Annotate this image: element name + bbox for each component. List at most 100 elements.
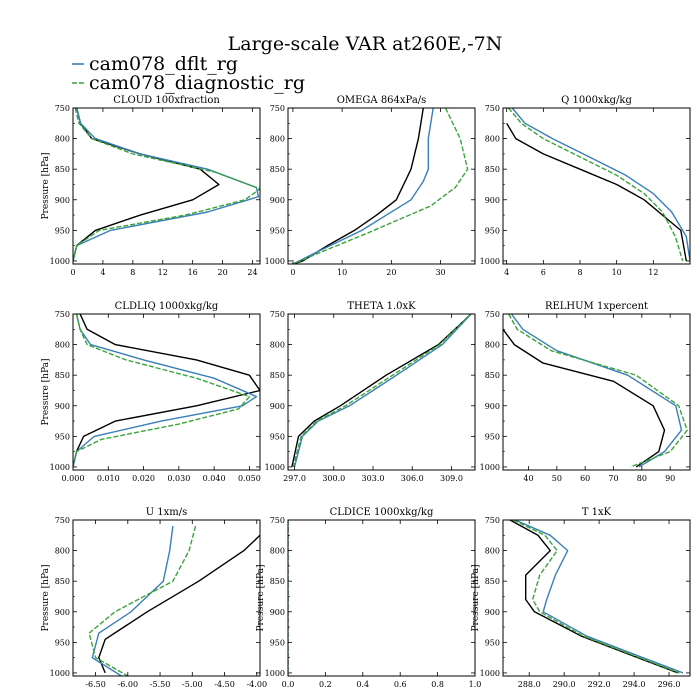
panel-4-xtick-label: 0.030: [167, 474, 190, 483]
panel-7: U 1xm/s 750 800 850 900 950 1000 -6.50 -6.00 -5.5…: [41, 507, 267, 689]
panel-9-series-diag: [513, 520, 680, 674]
panel-1-xtick-label: 8: [130, 268, 135, 277]
panel-8-xtick-label: 0.6: [394, 680, 407, 689]
panel-6-xtick-label: 50: [552, 474, 562, 483]
panel-6-ytick-label: 750: [485, 310, 500, 319]
panel-2-ytick-label: 900: [270, 196, 285, 205]
panel-3-series-obs: [506, 122, 687, 262]
panel-1-title: CLOUD 100xfraction: [113, 95, 220, 106]
panel-6-ytick-label: 900: [485, 402, 500, 411]
panel-6-frame: [502, 313, 691, 471]
panel-7-ytick-label: 850: [55, 577, 70, 586]
panel-5: THETA 1.0xK 750 800 850 900 950 1000 297.0 300.0…: [265, 301, 476, 483]
panel-3-ytick-label: 950: [485, 226, 500, 235]
panel-2-ytick-label: 750: [270, 104, 285, 113]
panel-6-ytick-label: 1000: [480, 463, 500, 472]
panel-6-ytick-label: 950: [485, 432, 500, 441]
legend-label-2: cam078_diagnostic_rg: [89, 72, 305, 94]
panel-8-ytick-label: 800: [270, 547, 285, 556]
panel-5-ytick-label: 800: [270, 341, 285, 350]
panel-6-series-dflt: [510, 314, 683, 468]
panel-9-ytick-label: 850: [485, 577, 500, 586]
panel-1-xtick-label: 24: [247, 268, 257, 277]
panel-8-xtick-label: 0.4: [356, 680, 369, 689]
panel-6-xtick-label: 90: [665, 474, 675, 483]
panel-8-ylabel: Pressure [hPa]: [256, 564, 266, 631]
panel-8-xtick-label: 0.2: [319, 680, 332, 689]
panel-5-ytick-label: 750: [270, 310, 285, 319]
panel-7-ytick-label: 800: [55, 547, 70, 556]
panel-9-xtick-label: 296.0: [658, 680, 681, 689]
panel-9-xtick-label: 294.0: [623, 680, 646, 689]
panel-3-ytick-label: 900: [485, 196, 500, 205]
panel-2-ytick-label: 950: [270, 226, 285, 235]
panel-2-xtick-label: 20: [386, 268, 396, 277]
panel-2-series-diag: [292, 108, 469, 264]
panel-4-ytick-label: 750: [55, 310, 70, 319]
panel-7-xtick-label: -4.50: [214, 680, 235, 689]
panel-9: T 1xK 750 800 850 900 950 1000 288.0 290.0 292.0 2…: [471, 507, 691, 689]
panel-8-xtick-label: 0.0: [282, 680, 295, 689]
panel-5-title: THETA 1.0xK: [347, 301, 416, 312]
panel-9-xtick-label: 290.0: [553, 680, 576, 689]
panel-4-ytick-label: 1000: [50, 463, 70, 472]
panel-8-ytick-label: 750: [270, 516, 285, 525]
panel-4-ytick-label: 850: [55, 371, 70, 380]
panel-8-xtick-label: 0.8: [431, 680, 444, 689]
panel-9-ytick-label: 900: [485, 608, 500, 617]
panel-6-ytick-label: 850: [485, 371, 500, 380]
panel-5-series-dflt: [293, 314, 472, 468]
panel-2-xtick-label: 0: [290, 268, 295, 277]
panel-8-title: CLDICE 1000xkg/kg: [330, 507, 434, 518]
panel-5-ytick-label: 950: [270, 432, 285, 441]
panel-4-xtick-label: 0.050: [238, 474, 261, 483]
panel-9-series-dflt: [514, 520, 684, 674]
panel-4-title: CLDLIQ 1000xkg/kg: [115, 301, 219, 312]
panel-9-xtick-label: 288.0: [518, 680, 541, 689]
panel-2-ytick-label: 1000: [265, 257, 285, 266]
panel-7-ytick-label: 900: [55, 608, 70, 617]
panel-4-xtick-label: 0.000: [62, 474, 85, 483]
panel-3-xtick-label: 10: [612, 268, 622, 277]
panel-6-title: RELHUM 1xpercent: [545, 301, 648, 312]
panel-8-frame: [287, 519, 476, 677]
panel-1-xtick-label: 20: [218, 268, 228, 277]
panel-7-frame: [72, 519, 261, 677]
panel-3-frame: [502, 107, 691, 265]
panel-7-xtick-label: -6.00: [118, 680, 139, 689]
panel-7-series-diag: [88, 525, 197, 676]
panel-6-xtick-label: 60: [580, 474, 590, 483]
panel-1-ytick-label: 900: [55, 196, 70, 205]
panel-5-xtick-label: 303.0: [362, 474, 385, 483]
panel-2-series-dflt: [292, 108, 434, 264]
panel-2-ytick-label: 800: [270, 135, 285, 144]
panel-1-xtick-label: 16: [188, 268, 198, 277]
panel-4-xtick-label: 0.020: [132, 474, 155, 483]
panel-3-series-diag: [507, 108, 684, 262]
panel-9-ytick-label: 750: [485, 516, 500, 525]
panel-4-ytick-label: 950: [55, 432, 70, 441]
panel-3-title: Q 1000xkg/kg: [561, 95, 632, 106]
panel-8-ytick-label: 1000: [265, 669, 285, 678]
panel-7-ylabel: Pressure [hPa]: [41, 564, 51, 631]
panel-9-ytick-label: 950: [485, 638, 500, 647]
panel-4-xtick-label: 0.040: [203, 474, 226, 483]
panel-5-series-diag: [292, 314, 472, 468]
panel-9-frame: [502, 519, 691, 677]
panel-5-ytick-label: 850: [270, 371, 285, 380]
panel-6-xtick-label: 40: [523, 474, 533, 483]
panel-6-xtick-label: 80: [637, 474, 647, 483]
panel-9-ytick-label: 1000: [480, 669, 500, 678]
panel-9-title: T 1xK: [582, 507, 612, 518]
panel-5-xtick-label: 306.0: [401, 474, 424, 483]
panel-3: Q 1000xkg/kg 750 800 850 900 950 1000 4 6 8 10 12: [480, 95, 691, 277]
panel-3-xtick-label: 6: [541, 268, 546, 277]
panel-8-ytick-label: 900: [270, 608, 285, 617]
panel-8-ytick-label: 850: [270, 577, 285, 586]
panel-1-ytick-label: 950: [55, 226, 70, 235]
panel-7-xtick-label: -6.50: [85, 680, 106, 689]
panel-1-ytick-label: 800: [55, 135, 70, 144]
